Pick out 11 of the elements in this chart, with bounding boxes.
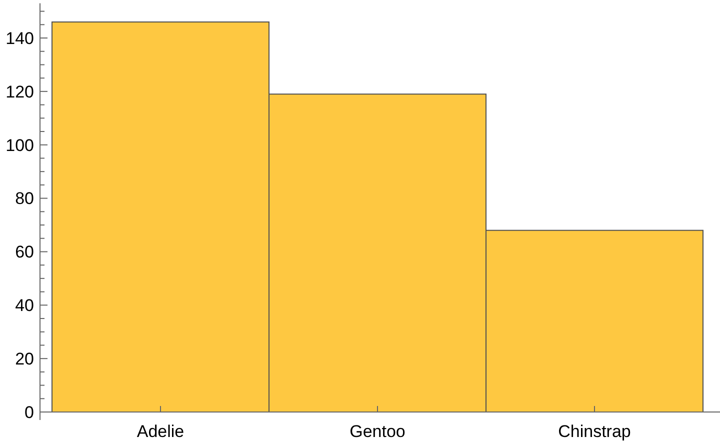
x-tick-label: Chinstrap xyxy=(558,422,631,441)
y-tick-label: 20 xyxy=(15,350,34,369)
y-tick-label: 60 xyxy=(15,242,34,262)
y-tick-label: 80 xyxy=(15,189,34,208)
y-tick-label: 100 xyxy=(6,136,34,155)
y-tick-label: 140 xyxy=(6,28,34,48)
x-tick-label: Gentoo xyxy=(350,422,406,441)
y-tick-label: 0 xyxy=(24,402,34,422)
y-tick-label: 120 xyxy=(6,82,34,102)
x-tick-label: Adelie xyxy=(136,422,184,441)
y-tick-label: 40 xyxy=(15,296,34,316)
